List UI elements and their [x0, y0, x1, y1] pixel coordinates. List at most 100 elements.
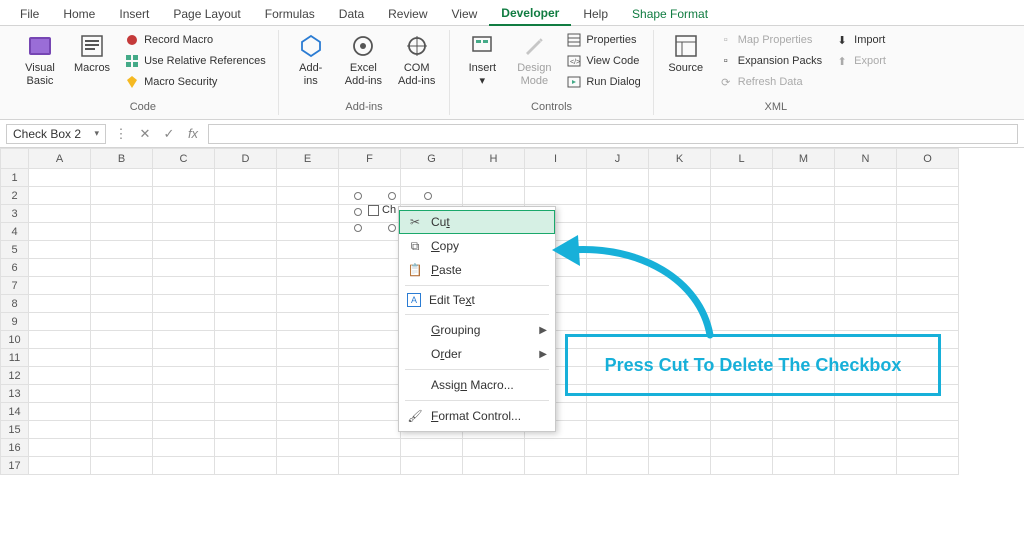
cell-C11[interactable] — [153, 349, 215, 367]
xml-import-button[interactable]: ⬇Import — [830, 30, 890, 50]
cell-B15[interactable] — [91, 421, 153, 439]
cell-A1[interactable] — [29, 169, 91, 187]
cell-E1[interactable] — [277, 169, 339, 187]
cell-A14[interactable] — [29, 403, 91, 421]
cell-L15[interactable] — [711, 421, 773, 439]
cell-G17[interactable] — [401, 457, 463, 475]
visual-basic-button[interactable]: Visual Basic — [16, 30, 64, 89]
macro-security-button[interactable]: Macro Security — [120, 72, 270, 92]
cell-B4[interactable] — [91, 223, 153, 241]
cell-E6[interactable] — [277, 259, 339, 277]
row-header-13[interactable]: 13 — [1, 385, 29, 403]
cell-D13[interactable] — [215, 385, 277, 403]
row-header-11[interactable]: 11 — [1, 349, 29, 367]
cell-N4[interactable] — [835, 223, 897, 241]
cell-E13[interactable] — [277, 385, 339, 403]
cell-F8[interactable] — [339, 295, 401, 313]
cell-O7[interactable] — [897, 277, 959, 295]
cell-K3[interactable] — [649, 205, 711, 223]
select-all-corner[interactable] — [1, 149, 29, 169]
cell-D2[interactable] — [215, 187, 277, 205]
col-header-O[interactable]: O — [897, 149, 959, 169]
col-header-L[interactable]: L — [711, 149, 773, 169]
row-header-7[interactable]: 7 — [1, 277, 29, 295]
cell-C7[interactable] — [153, 277, 215, 295]
xml-source-button[interactable]: Source — [662, 30, 710, 77]
cell-L17[interactable] — [711, 457, 773, 475]
macros-button[interactable]: Macros — [68, 30, 116, 77]
menu-paste[interactable]: 📋Paste — [399, 258, 555, 282]
cell-M17[interactable] — [773, 457, 835, 475]
cancel-formula-button[interactable]: ✕ — [136, 126, 154, 142]
col-header-D[interactable]: D — [215, 149, 277, 169]
tab-formulas[interactable]: Formulas — [253, 3, 327, 25]
cell-B7[interactable] — [91, 277, 153, 295]
cell-J2[interactable] — [587, 187, 649, 205]
col-header-G[interactable]: G — [401, 149, 463, 169]
cell-D6[interactable] — [215, 259, 277, 277]
cell-B8[interactable] — [91, 295, 153, 313]
row-header-8[interactable]: 8 — [1, 295, 29, 313]
cell-E9[interactable] — [277, 313, 339, 331]
cell-I16[interactable] — [525, 439, 587, 457]
cell-J17[interactable] — [587, 457, 649, 475]
cell-C12[interactable] — [153, 367, 215, 385]
refresh-data-button[interactable]: ⟳Refresh Data — [714, 72, 826, 92]
col-header-K[interactable]: K — [649, 149, 711, 169]
row-header-9[interactable]: 9 — [1, 313, 29, 331]
cell-F7[interactable] — [339, 277, 401, 295]
cell-L1[interactable] — [711, 169, 773, 187]
cell-O1[interactable] — [897, 169, 959, 187]
cell-D8[interactable] — [215, 295, 277, 313]
fx-button[interactable]: fx — [184, 126, 202, 141]
cell-I2[interactable] — [525, 187, 587, 205]
cell-E10[interactable] — [277, 331, 339, 349]
cell-D10[interactable] — [215, 331, 277, 349]
cell-A17[interactable] — [29, 457, 91, 475]
row-header-3[interactable]: 3 — [1, 205, 29, 223]
cell-E2[interactable] — [277, 187, 339, 205]
cell-D7[interactable] — [215, 277, 277, 295]
cell-B6[interactable] — [91, 259, 153, 277]
name-box[interactable]: Check Box 2▾ — [6, 124, 106, 144]
cell-M6[interactable] — [773, 259, 835, 277]
tab-view[interactable]: View — [440, 3, 490, 25]
row-header-10[interactable]: 10 — [1, 331, 29, 349]
cell-N2[interactable] — [835, 187, 897, 205]
col-header-B[interactable]: B — [91, 149, 153, 169]
cell-N3[interactable] — [835, 205, 897, 223]
cell-C4[interactable] — [153, 223, 215, 241]
cell-J16[interactable] — [587, 439, 649, 457]
cell-N7[interactable] — [835, 277, 897, 295]
cell-O5[interactable] — [897, 241, 959, 259]
cell-D1[interactable] — [215, 169, 277, 187]
cell-D3[interactable] — [215, 205, 277, 223]
view-code-button[interactable]: </>View Code — [562, 51, 644, 71]
cell-G16[interactable] — [401, 439, 463, 457]
cell-K17[interactable] — [649, 457, 711, 475]
cell-H17[interactable] — [463, 457, 525, 475]
cell-C3[interactable] — [153, 205, 215, 223]
cell-N9[interactable] — [835, 313, 897, 331]
col-header-F[interactable]: F — [339, 149, 401, 169]
cell-C10[interactable] — [153, 331, 215, 349]
cell-J3[interactable] — [587, 205, 649, 223]
cell-K15[interactable] — [649, 421, 711, 439]
row-header-4[interactable]: 4 — [1, 223, 29, 241]
cell-C2[interactable] — [153, 187, 215, 205]
cell-J14[interactable] — [587, 403, 649, 421]
cell-M4[interactable] — [773, 223, 835, 241]
cell-M14[interactable] — [773, 403, 835, 421]
row-header-2[interactable]: 2 — [1, 187, 29, 205]
cell-E4[interactable] — [277, 223, 339, 241]
cell-A15[interactable] — [29, 421, 91, 439]
cell-O14[interactable] — [897, 403, 959, 421]
cell-A9[interactable] — [29, 313, 91, 331]
cell-M8[interactable] — [773, 295, 835, 313]
cell-A8[interactable] — [29, 295, 91, 313]
cell-L14[interactable] — [711, 403, 773, 421]
row-header-14[interactable]: 14 — [1, 403, 29, 421]
cell-O9[interactable] — [897, 313, 959, 331]
cell-C17[interactable] — [153, 457, 215, 475]
cell-A11[interactable] — [29, 349, 91, 367]
